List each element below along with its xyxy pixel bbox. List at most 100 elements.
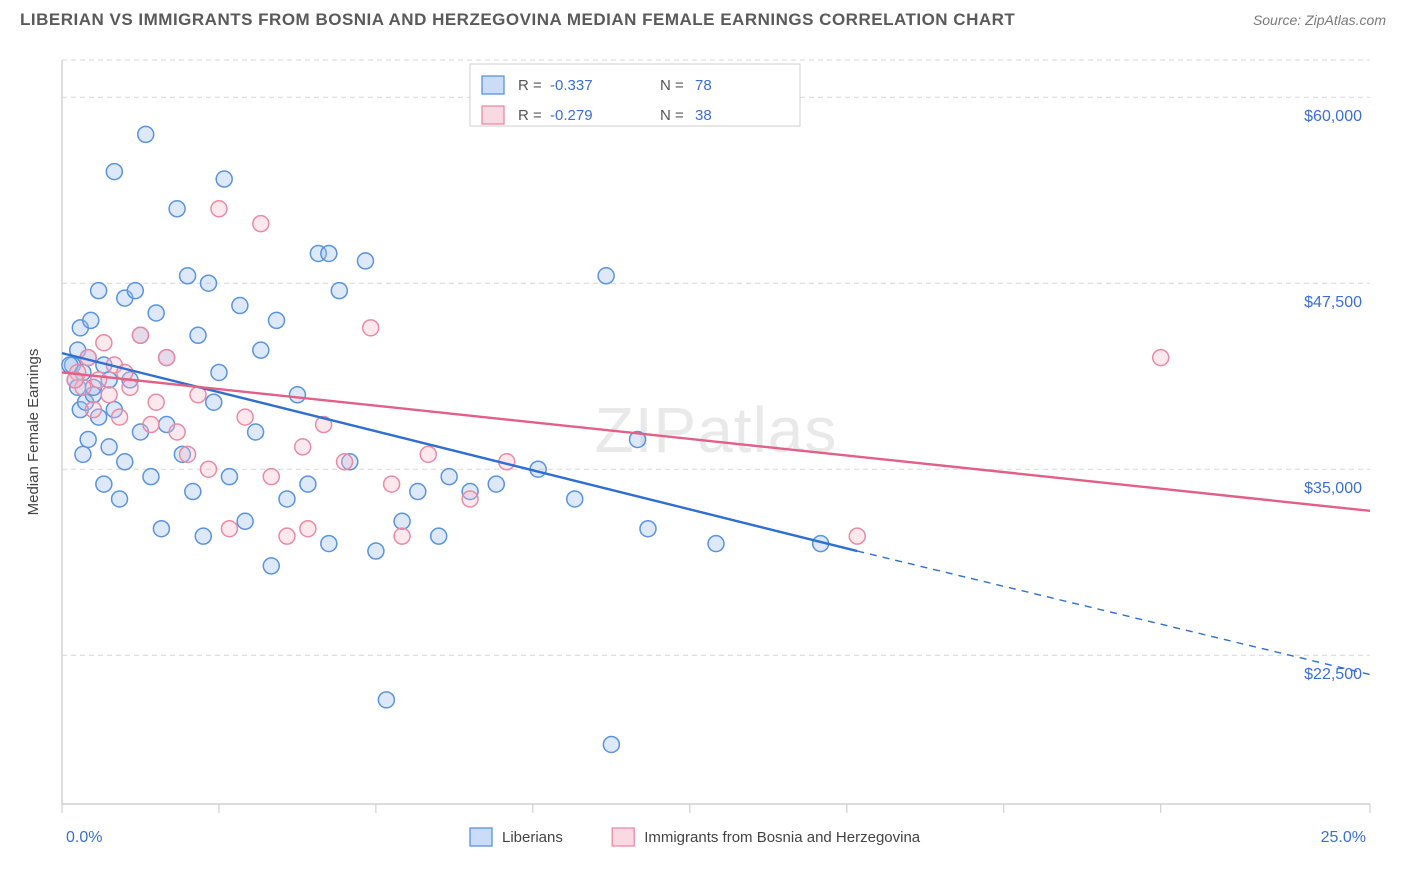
- scatter-point: [363, 320, 379, 336]
- scatter-point: [331, 283, 347, 299]
- scatter-point: [384, 476, 400, 492]
- scatter-point: [269, 312, 285, 328]
- scatter-point: [441, 469, 457, 485]
- scatter-point: [708, 536, 724, 552]
- scatter-point: [85, 402, 101, 418]
- scatter-point: [221, 469, 237, 485]
- n-label: N =: [660, 107, 684, 124]
- scatter-point: [378, 692, 394, 708]
- scatter-point: [112, 491, 128, 507]
- legend-swatch: [482, 76, 504, 94]
- correlation-scatter-chart: $22,500 $35,000 $47,500 $60,000 0.0% 25.0% ZIP…: [20, 44, 1386, 864]
- scatter-point: [91, 283, 107, 299]
- scatter-point: [295, 439, 311, 455]
- scatter-point: [211, 364, 227, 380]
- scatter-point: [91, 372, 107, 388]
- scatter-point: [138, 126, 154, 142]
- scatter-point: [567, 491, 583, 507]
- scatter-point: [420, 446, 436, 462]
- scatter-point: [75, 446, 91, 462]
- scatter-point: [169, 424, 185, 440]
- scatter-point: [263, 469, 279, 485]
- legend-series-label: Immigrants from Bosnia and Herzegovina: [644, 829, 921, 846]
- y-tick-label: $47,500: [1304, 294, 1362, 311]
- regression-line-extrapolated: [857, 551, 1370, 675]
- scatter-point: [122, 379, 138, 395]
- scatter-point: [279, 491, 295, 507]
- scatter-point: [410, 484, 426, 500]
- scatter-point: [80, 431, 96, 447]
- scatter-point: [232, 298, 248, 314]
- scatter-point: [237, 409, 253, 425]
- legend-swatch: [482, 106, 504, 124]
- x-tick-label: 25.0%: [1321, 829, 1366, 846]
- scatter-point: [153, 521, 169, 537]
- scatter-point: [357, 253, 373, 269]
- scatter-point: [1153, 350, 1169, 366]
- scatter-point: [321, 245, 337, 261]
- n-label: N =: [660, 77, 684, 94]
- scatter-point: [368, 543, 384, 559]
- watermark-text: ZIPatlas: [595, 394, 838, 466]
- scatter-point: [462, 491, 478, 507]
- scatter-point: [96, 476, 112, 492]
- scatter-point: [640, 521, 656, 537]
- y-tick-label: $60,000: [1304, 108, 1362, 125]
- scatter-point: [200, 461, 216, 477]
- scatter-point: [216, 171, 232, 187]
- scatter-point: [200, 275, 216, 291]
- scatter-point: [431, 528, 447, 544]
- scatter-point: [169, 201, 185, 217]
- scatter-point: [101, 387, 117, 403]
- scatter-point: [127, 283, 143, 299]
- r-value: -0.279: [550, 107, 593, 124]
- scatter-point: [488, 476, 504, 492]
- source-name: ZipAtlas.com: [1305, 12, 1386, 28]
- legend-swatch: [470, 828, 492, 846]
- scatter-point: [598, 268, 614, 284]
- scatter-point: [237, 513, 253, 529]
- x-tick-label: 0.0%: [66, 829, 102, 846]
- y-axis-label: Median Female Earnings: [25, 349, 42, 516]
- scatter-point: [289, 387, 305, 403]
- n-value: 78: [695, 77, 712, 94]
- scatter-point: [112, 409, 128, 425]
- n-value: 38: [695, 107, 712, 124]
- scatter-point: [180, 268, 196, 284]
- scatter-point: [321, 536, 337, 552]
- scatter-point: [143, 417, 159, 433]
- scatter-point: [83, 312, 99, 328]
- chart-header: LIBERIAN VS IMMIGRANTS FROM BOSNIA AND H…: [0, 0, 1406, 36]
- scatter-point: [849, 528, 865, 544]
- scatter-point: [148, 305, 164, 321]
- scatter-point: [185, 484, 201, 500]
- scatter-point: [337, 454, 353, 470]
- scatter-point: [101, 439, 117, 455]
- scatter-point: [253, 342, 269, 358]
- scatter-point: [221, 521, 237, 537]
- legend-swatch: [612, 828, 634, 846]
- source-label: Source:: [1253, 12, 1305, 28]
- scatter-point: [180, 446, 196, 462]
- r-label: R =: [518, 77, 542, 94]
- scatter-point: [195, 528, 211, 544]
- chart-title: LIBERIAN VS IMMIGRANTS FROM BOSNIA AND H…: [20, 10, 1015, 30]
- scatter-point: [148, 394, 164, 410]
- source-attribution: Source: ZipAtlas.com: [1253, 12, 1386, 28]
- scatter-point: [159, 350, 175, 366]
- scatter-point: [394, 513, 410, 529]
- scatter-point: [253, 216, 269, 232]
- scatter-point: [603, 736, 619, 752]
- scatter-point: [300, 521, 316, 537]
- scatter-point: [106, 164, 122, 180]
- scatter-point: [248, 424, 264, 440]
- scatter-point: [394, 528, 410, 544]
- scatter-point: [211, 201, 227, 217]
- y-tick-label: $22,500: [1304, 666, 1362, 683]
- y-tick-label: $35,000: [1304, 480, 1362, 497]
- scatter-point: [143, 469, 159, 485]
- scatter-point: [279, 528, 295, 544]
- scatter-point: [263, 558, 279, 574]
- legend-series-label: Liberians: [502, 829, 563, 846]
- scatter-point: [206, 394, 222, 410]
